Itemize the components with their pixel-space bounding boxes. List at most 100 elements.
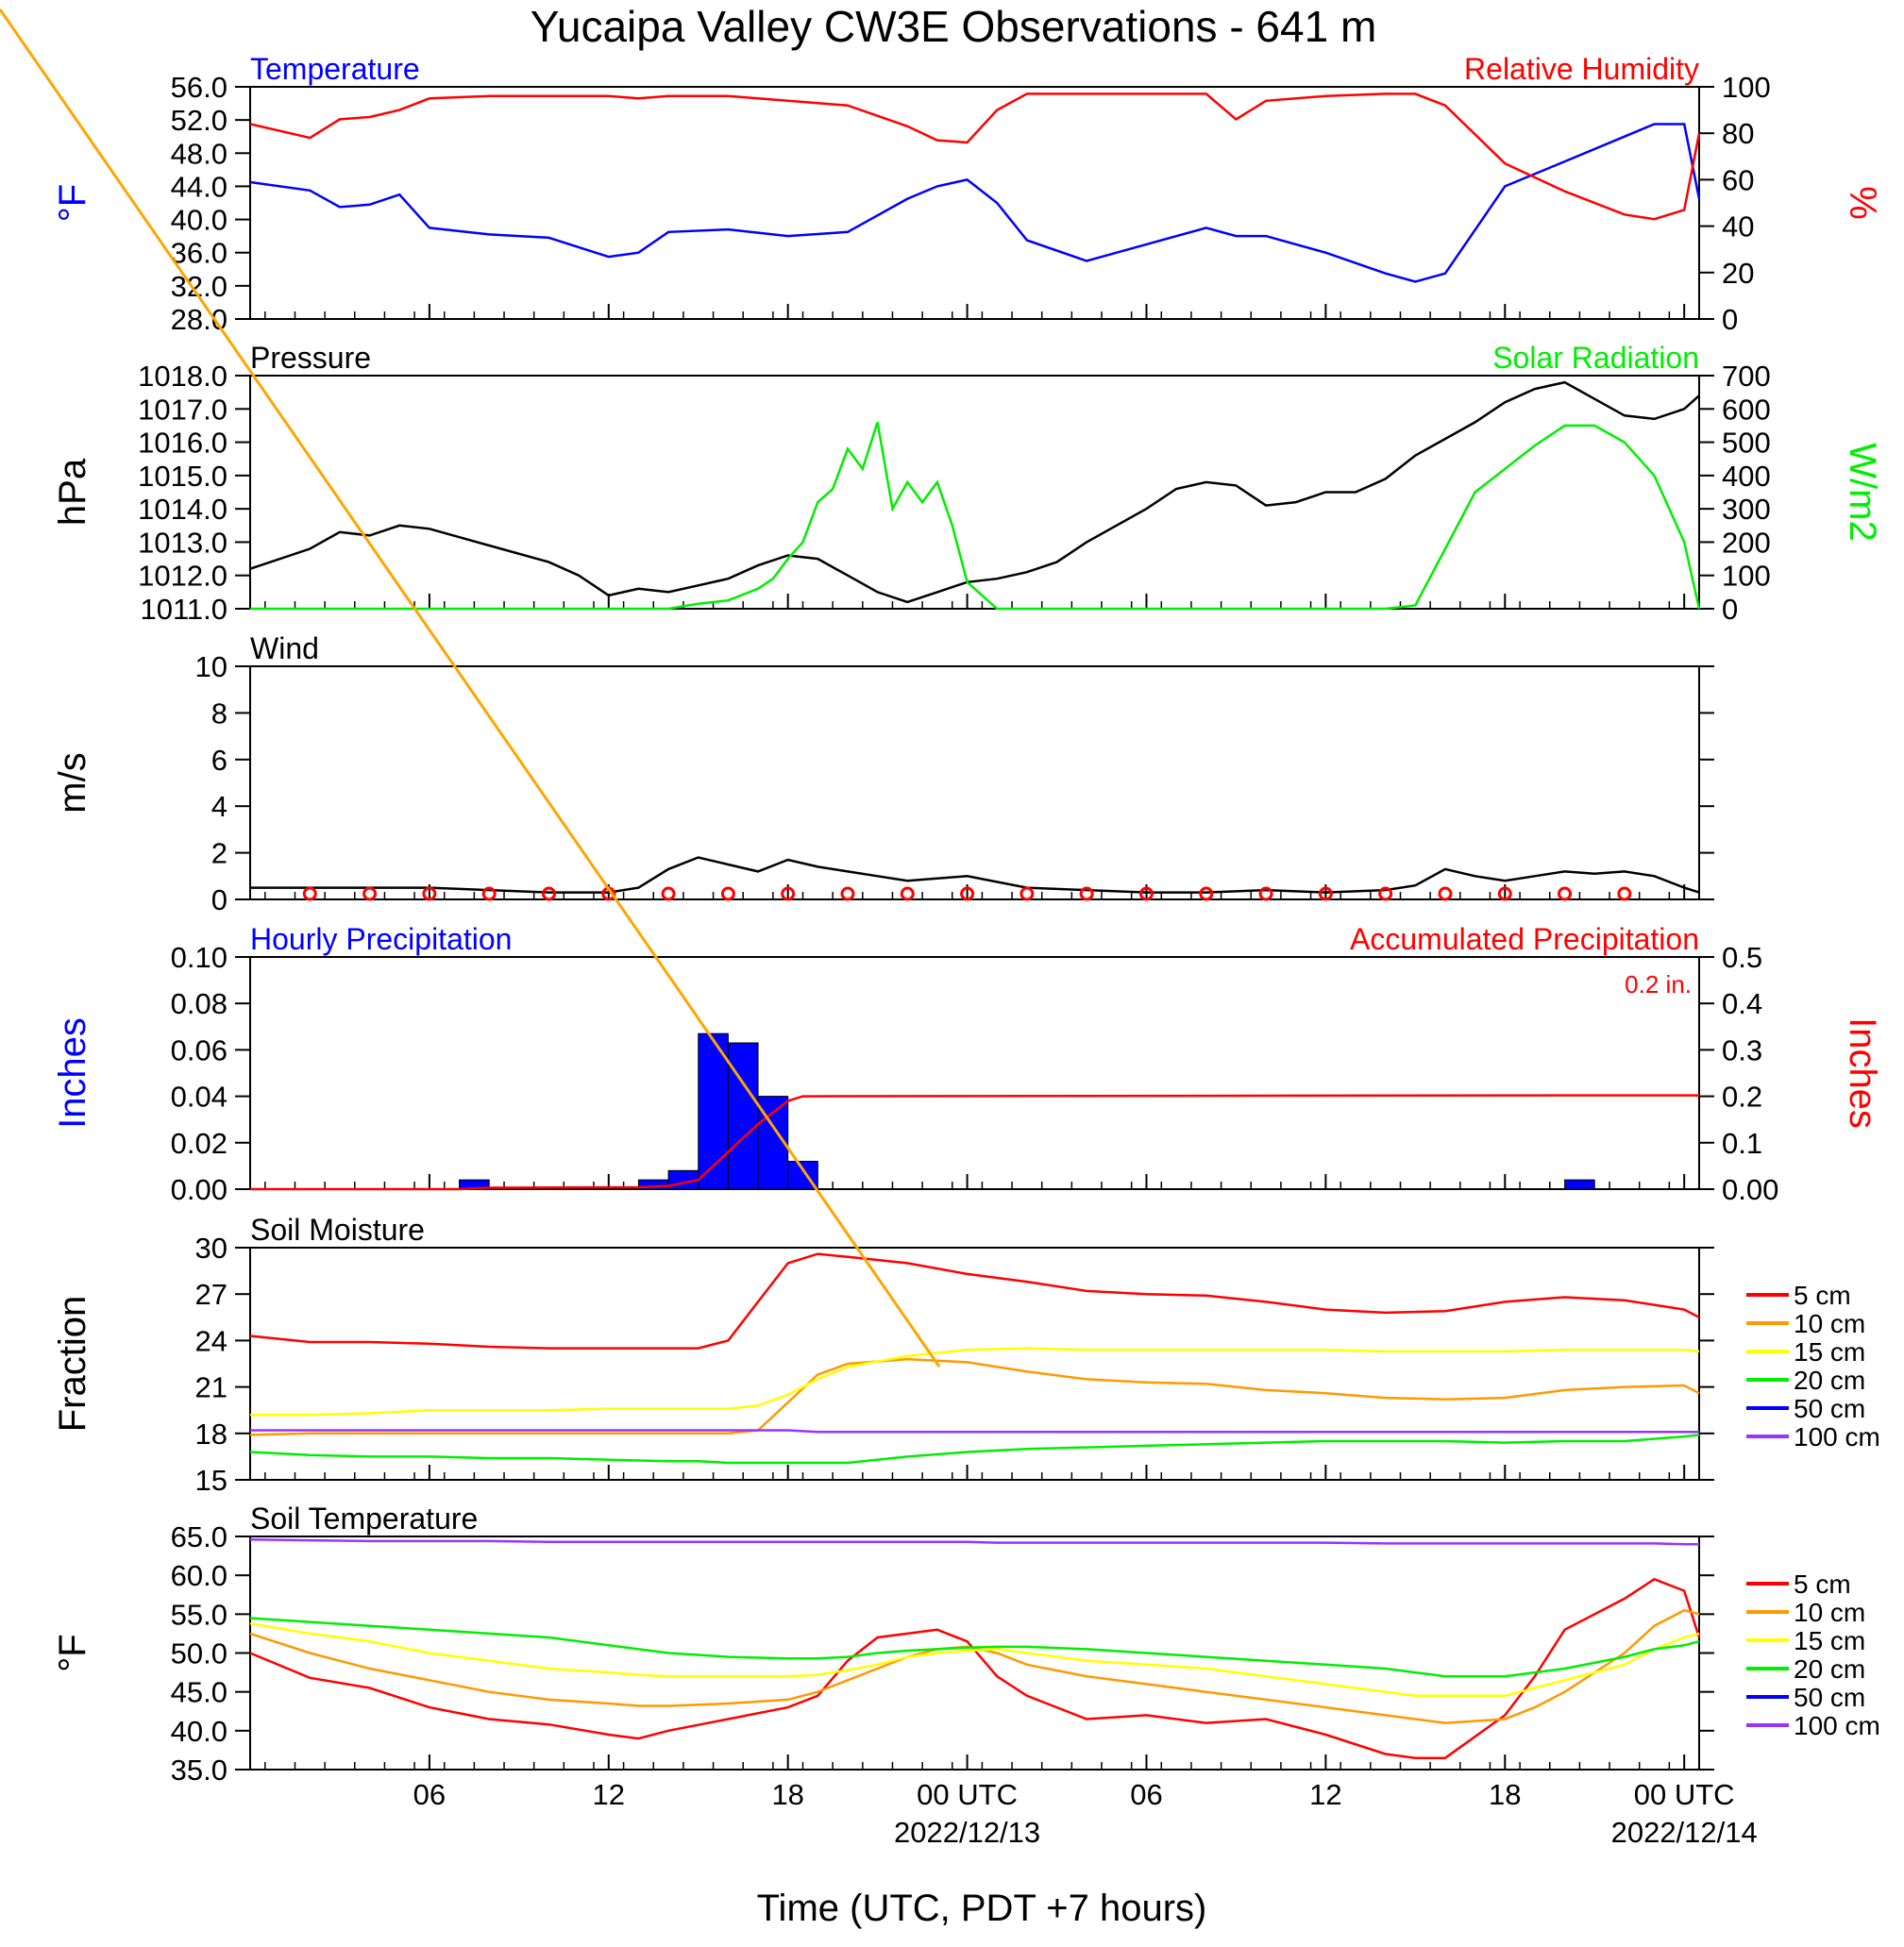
wind-calm-marker: [1079, 886, 1094, 901]
wind-calm-marker: [362, 886, 378, 901]
y-tick-label-right: 0.5: [1722, 941, 1762, 974]
y-tick-label-right: 80: [1722, 117, 1754, 150]
y-tick-label-right: 400: [1722, 460, 1771, 493]
wind-calm-marker: [1138, 886, 1154, 901]
y-tick-label-right: 0.4: [1722, 987, 1762, 1020]
y-tick-label-right: 700: [1722, 360, 1771, 393]
y-tick-label-left: 0.06: [171, 1033, 227, 1066]
panel-title-left: Wind: [250, 631, 319, 665]
x-axis-label: Time (UTC, PDT +7 hours): [757, 1888, 1207, 1929]
series-line-solar-radiation: [250, 422, 1701, 611]
series-line-20-cm: [249, 1434, 1700, 1465]
series-line-wind: [250, 856, 1700, 894]
y-tick-label-left: 0.08: [171, 987, 227, 1020]
panel-1: 56.052.048.044.040.036.032.028.010080604…: [52, 52, 1883, 336]
wind-calm-marker: [1258, 886, 1273, 901]
y-tick-label-left: 27: [195, 1278, 227, 1311]
wind-calm-marker: [481, 886, 497, 901]
y-axis-label-right: Inches: [1842, 1017, 1883, 1129]
panel-title-left: Soil Temperature: [250, 1502, 478, 1536]
wind-calm-marker: [1497, 886, 1512, 901]
y-tick-label-left: 1016.0: [138, 427, 227, 460]
wind-calm-marker: [302, 886, 317, 901]
y-tick-label-left: 55.0: [171, 1598, 227, 1631]
wind-calm-marker: [1019, 886, 1035, 901]
y-tick-label-left: 65.0: [171, 1520, 227, 1553]
y-tick-label-right: 500: [1722, 427, 1771, 460]
series-line-100-cm: [249, 1538, 1699, 1546]
y-tick-label-right: 0.3: [1722, 1033, 1762, 1066]
x-tick-label: 18: [771, 1778, 803, 1811]
y-tick-label-right: 100: [1722, 560, 1771, 593]
legend-label: 20 cm: [1794, 1654, 1865, 1684]
wind-calm-marker: [422, 886, 437, 901]
y-tick-label-left: 1017.0: [138, 393, 227, 426]
wind-calm-marker: [661, 886, 676, 901]
panel-frame: [249, 665, 1700, 900]
legend-label: 100 cm: [1794, 1711, 1880, 1740]
x-tick-label: 00 UTC: [917, 1778, 1018, 1811]
y-tick-label-right: 600: [1722, 393, 1771, 426]
x-tick-label: 00 UTC: [1634, 1778, 1735, 1811]
series-line-20-cm: [249, 1617, 1700, 1678]
panel-5: 30 27 24 21 18 15 Soil Moisture Fraction: [52, 1213, 1714, 1497]
y-tick-label-right: 40: [1722, 210, 1754, 243]
legend-label: 5 cm: [1794, 1281, 1851, 1310]
legend-label: 5 cm: [1794, 1569, 1851, 1599]
y-axis-label-right: %: [1842, 186, 1883, 220]
y-tick-label-left: 10: [195, 650, 227, 683]
wind-calm-marker: [781, 886, 796, 901]
legend-label: 50 cm: [1794, 1394, 1865, 1423]
chart-title: Yucaipa Valley CW3E Observations - 641 m: [531, 2, 1377, 51]
y-tick-label-right: 0: [1722, 303, 1738, 336]
precip-total-annotation: 0.2 in.: [1625, 970, 1692, 999]
y-tick-label-right: 0.1: [1722, 1127, 1762, 1160]
y-tick-label-left: 48.0: [171, 137, 227, 170]
panel-3: 10 8 6 4 2 0 Wind m/s: [52, 631, 1714, 916]
wind-calm-marker: [1558, 886, 1573, 901]
y-tick-label-right: 300: [1722, 493, 1771, 526]
y-tick-label-left: 0: [211, 883, 227, 916]
y-tick-label-left: 6: [211, 744, 227, 777]
panel-frame: [249, 956, 1700, 1190]
panel-title-left: Soil Moisture: [250, 1213, 425, 1247]
y-tick-label-left: 4: [211, 790, 227, 823]
legend-label: 15 cm: [1794, 1337, 1865, 1367]
series-line-relative-humidity: [249, 92, 1701, 221]
y-axis-label-left: Fraction: [52, 1296, 93, 1433]
y-tick-label-left: 60.0: [171, 1559, 227, 1592]
wind-calm-marker: [1199, 886, 1214, 901]
y-axis-label-left: m/s: [52, 752, 93, 813]
wind-calm-marker: [720, 886, 735, 901]
y-tick-label-left: 15: [195, 1464, 227, 1497]
x-tick-label: 12: [593, 1778, 625, 1811]
y-tick-label-left: 0.00: [171, 1173, 227, 1206]
accum-precip-line: [250, 1094, 1699, 1191]
panel-title-left: Pressure: [250, 341, 371, 375]
y-tick-label-left: 36.0: [171, 237, 227, 270]
y-tick-label-right: 200: [1722, 526, 1771, 559]
y-tick-label-left: 52.0: [171, 104, 227, 137]
series-line-15-cm: [250, 1347, 1700, 1417]
legend-label: 50 cm: [1794, 1683, 1865, 1712]
y-tick-label-right: 100: [1722, 71, 1771, 104]
y-tick-label-left: 1013.0: [138, 526, 227, 559]
y-tick-label-right: 0.2: [1722, 1081, 1762, 1114]
legend-label: 20 cm: [1794, 1366, 1865, 1395]
y-axis-label-left: °F: [52, 1634, 93, 1671]
y-tick-label-right: 60: [1722, 163, 1754, 196]
panel-title-left: Hourly Precipitation: [250, 922, 512, 956]
y-tick-label-right: 0.00: [1722, 1173, 1778, 1206]
precip-bar: [698, 1032, 729, 1190]
y-axis-label-left: Inches: [52, 1017, 93, 1129]
y-tick-label-left: 21: [195, 1371, 227, 1404]
precip-bar: [1564, 1179, 1595, 1190]
y-tick-label-left: 18: [195, 1418, 227, 1451]
series-line-pressure: [249, 380, 1700, 604]
series-line-5-cm: [249, 1252, 1700, 1350]
series-line-5-cm: [249, 1577, 1701, 1759]
y-tick-label-left: 8: [211, 697, 227, 730]
panel-2: 1018.01017.01016.01015.01014.01013.01012…: [52, 341, 1883, 626]
wind-calm-marker: [900, 886, 915, 901]
